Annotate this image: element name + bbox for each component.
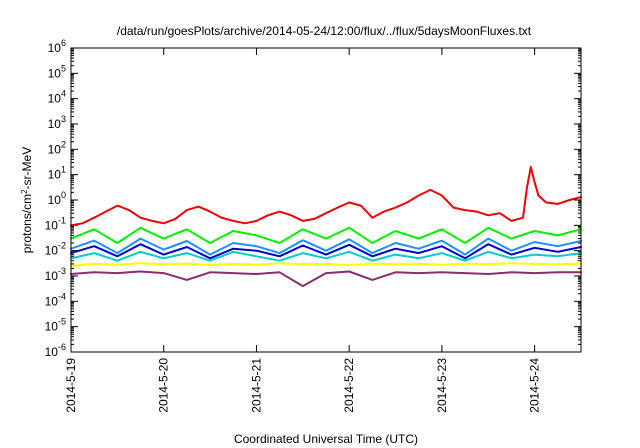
y-tick-label: 10-1 [45,215,66,232]
y-tick-base: 10 [48,66,62,80]
y-tick-exp: 2 [61,139,66,149]
y-tick-exp: 5 [61,63,66,73]
y-tick-exp: 4 [61,89,66,99]
y-tick-exp: -4 [58,291,66,301]
series-line-0 [70,270,582,288]
y-axis-label-prefix: protons/cm [20,194,34,253]
y-tick-base: 10 [45,218,59,232]
x-tick-label: 2014-5-23 [435,358,449,413]
x-axis-ticks: 2014-5-19 2014-5-20 2014-5-21 2014-5-22 2014… [64,48,542,413]
y-axis-ticks: 10610510410310210110010-110-210-310-410-… [45,38,581,359]
series-line-3 [70,226,582,244]
y-tick-label: 102 [48,139,66,156]
y-tick-exp: 1 [61,165,66,175]
y-tick-exp: -1 [58,215,66,225]
y-tick-exp: -2 [58,241,66,251]
y-tick-base: 10 [48,41,62,55]
y-tick-label: 10-5 [45,317,66,334]
y-tick-base: 10 [48,193,62,207]
y-tick-label: 101 [48,165,66,182]
chart-title: /data/run/goesPlots/archive/2014-05-24/1… [117,24,532,38]
y-tick-base: 10 [45,244,59,258]
y-tick-exp: 3 [61,114,66,124]
y-tick-label: 104 [48,89,66,106]
y-tick-base: 10 [45,320,59,334]
y-tick-base: 10 [48,117,62,131]
y-tick-base: 10 [45,269,59,283]
y-tick-exp: -5 [58,317,66,327]
y-tick-base: 10 [48,92,62,106]
y-tick-base: 10 [48,142,62,156]
y-tick-label: 10-3 [45,266,66,283]
y-tick-base: 10 [45,294,59,308]
y-axis-label-suffix: -sr-MeV [20,147,34,190]
series-line-1 [70,262,582,267]
y-tick-label: 100 [48,190,66,207]
y-axis-label: protons/cm2-sr-MeV [20,147,35,253]
series-line-4 [70,237,582,256]
y-tick-label: 10-4 [45,291,66,308]
y-tick-base: 10 [45,345,59,359]
series-line-2 [70,250,582,262]
y-tick-exp: -6 [58,342,66,352]
y-tick-exp: 6 [61,38,66,48]
x-tick-label: 2014-5-22 [342,358,356,413]
series-layer [70,166,582,288]
y-tick-base: 10 [48,168,62,182]
x-tick-label: 2014-5-20 [157,358,171,413]
x-tick-label: 2014-5-19 [64,358,78,413]
x-tick-label: 2014-5-24 [528,358,542,413]
y-axis-label-sup: 2 [20,189,29,194]
y-tick-label: 105 [48,63,66,80]
y-tick-label: 10-6 [45,342,66,359]
x-tick-label: 2014-5-21 [249,358,263,413]
y-tick-label: 10-2 [45,241,66,258]
plot-frame [70,47,582,353]
series-line-5 [70,243,582,260]
x-axis-label: Coordinated Universal Time (UTC) [234,432,418,446]
y-tick-label: 106 [48,38,66,55]
y-tick-exp: -3 [58,266,66,276]
y-tick-label: 103 [48,114,66,131]
y-tick-exp: 0 [61,190,66,200]
series-line-6 [70,166,582,227]
